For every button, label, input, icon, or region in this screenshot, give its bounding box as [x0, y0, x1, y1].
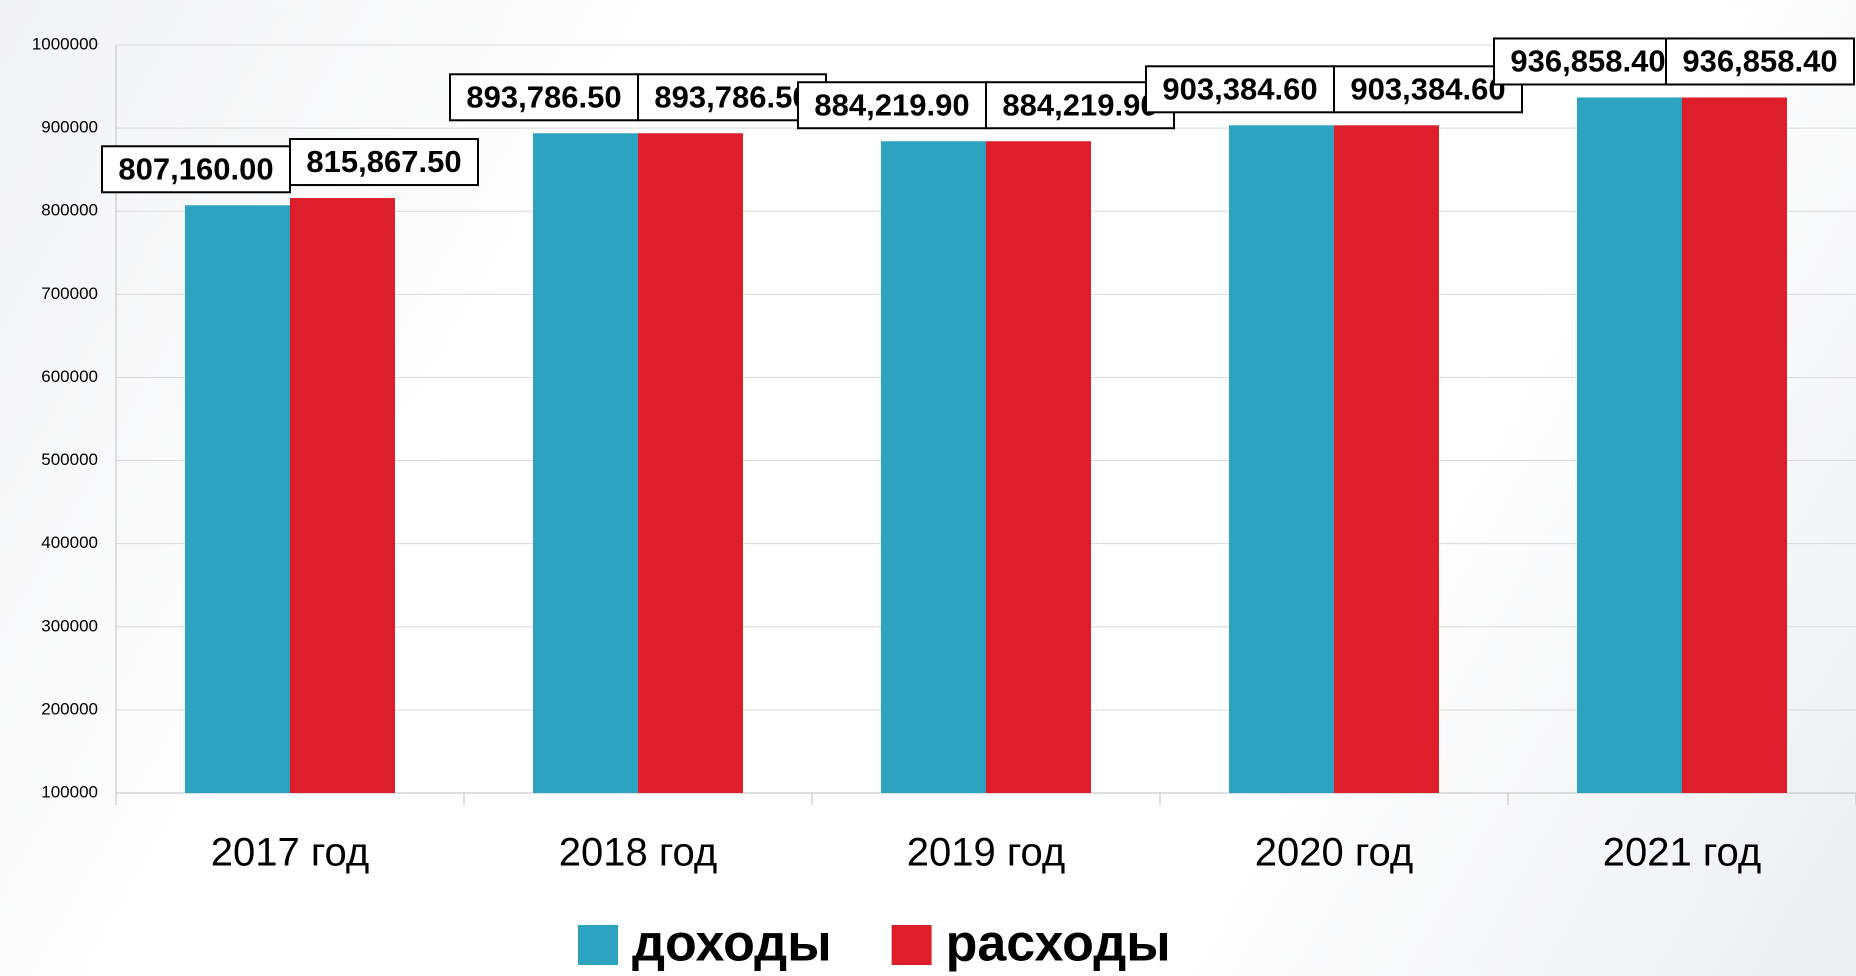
- label-frame: [1333, 65, 1523, 114]
- data-label-box: 903,384.60: [1145, 65, 1335, 114]
- data-label: 893,786.50: [466, 79, 621, 114]
- y-tick-label: 700000: [41, 284, 98, 303]
- legend: доходы расходы: [578, 915, 1171, 973]
- label-frame: [985, 81, 1175, 130]
- legend-swatch: [891, 925, 932, 965]
- x-tick-label: 2021 год: [1603, 831, 1762, 875]
- x-tick-label: 2017 год: [211, 831, 370, 875]
- data-label: 903,384.60: [1162, 71, 1317, 106]
- data-label: 815,867.50: [306, 144, 461, 179]
- bar: [1229, 125, 1334, 793]
- bar: [185, 205, 290, 793]
- data-label-box: 884,219.90: [797, 81, 987, 130]
- label-frame: [1665, 37, 1855, 86]
- y-tick-label: 400000: [41, 533, 98, 552]
- bar: [881, 141, 986, 793]
- data-label-box: 884,219.90: [985, 81, 1175, 130]
- data-label-box: 815,867.50: [289, 138, 479, 187]
- data-label: 807,160.00: [118, 151, 273, 186]
- y-tick-label: 100000: [41, 782, 98, 801]
- data-label-box: 893,786.50: [637, 73, 827, 122]
- data-label-box: 903,384.60: [1333, 65, 1523, 114]
- label-frame: [1145, 65, 1335, 114]
- data-label: 936,858.40: [1510, 44, 1665, 79]
- legend-swatch: [578, 925, 618, 965]
- bar: [533, 133, 638, 794]
- data-label: 903,384.60: [1350, 71, 1505, 106]
- data-label: 936,858.40: [1682, 44, 1837, 79]
- data-label: 893,786.50: [654, 79, 809, 114]
- bar: [290, 198, 395, 794]
- y-tick-label: 1000000: [32, 34, 98, 53]
- bar: [1577, 97, 1682, 794]
- data-label-box: 893,786.50: [449, 73, 639, 122]
- bar: [1682, 97, 1787, 794]
- y-tick-label: 800000: [41, 201, 98, 220]
- x-tick-label: 2019 год: [907, 831, 1066, 875]
- y-tick-label: 900000: [41, 118, 98, 137]
- data-label-box: 807,160.00: [101, 145, 291, 194]
- data-label-box: 936,858.40: [1493, 37, 1683, 86]
- data-label-box: 936,858.40: [1665, 37, 1855, 86]
- label-frame: [449, 73, 639, 122]
- legend-label: доходы: [632, 915, 832, 973]
- label-frame: [289, 138, 479, 187]
- bar: [1334, 125, 1439, 793]
- y-tick-label: 600000: [41, 367, 98, 386]
- x-tick-label: 2020 год: [1255, 831, 1414, 875]
- bar: [986, 141, 1091, 793]
- bar: [638, 133, 743, 794]
- x-tick-label: 2018 год: [559, 831, 718, 875]
- y-tick-label: 200000: [41, 699, 98, 718]
- data-label: 884,219.90: [814, 87, 969, 122]
- label-frame: [101, 145, 291, 194]
- y-tick-label: 300000: [41, 616, 98, 635]
- legend-label: расходы: [946, 915, 1171, 973]
- data-label: 884,219.90: [1002, 87, 1157, 122]
- y-tick-label: 500000: [41, 450, 98, 469]
